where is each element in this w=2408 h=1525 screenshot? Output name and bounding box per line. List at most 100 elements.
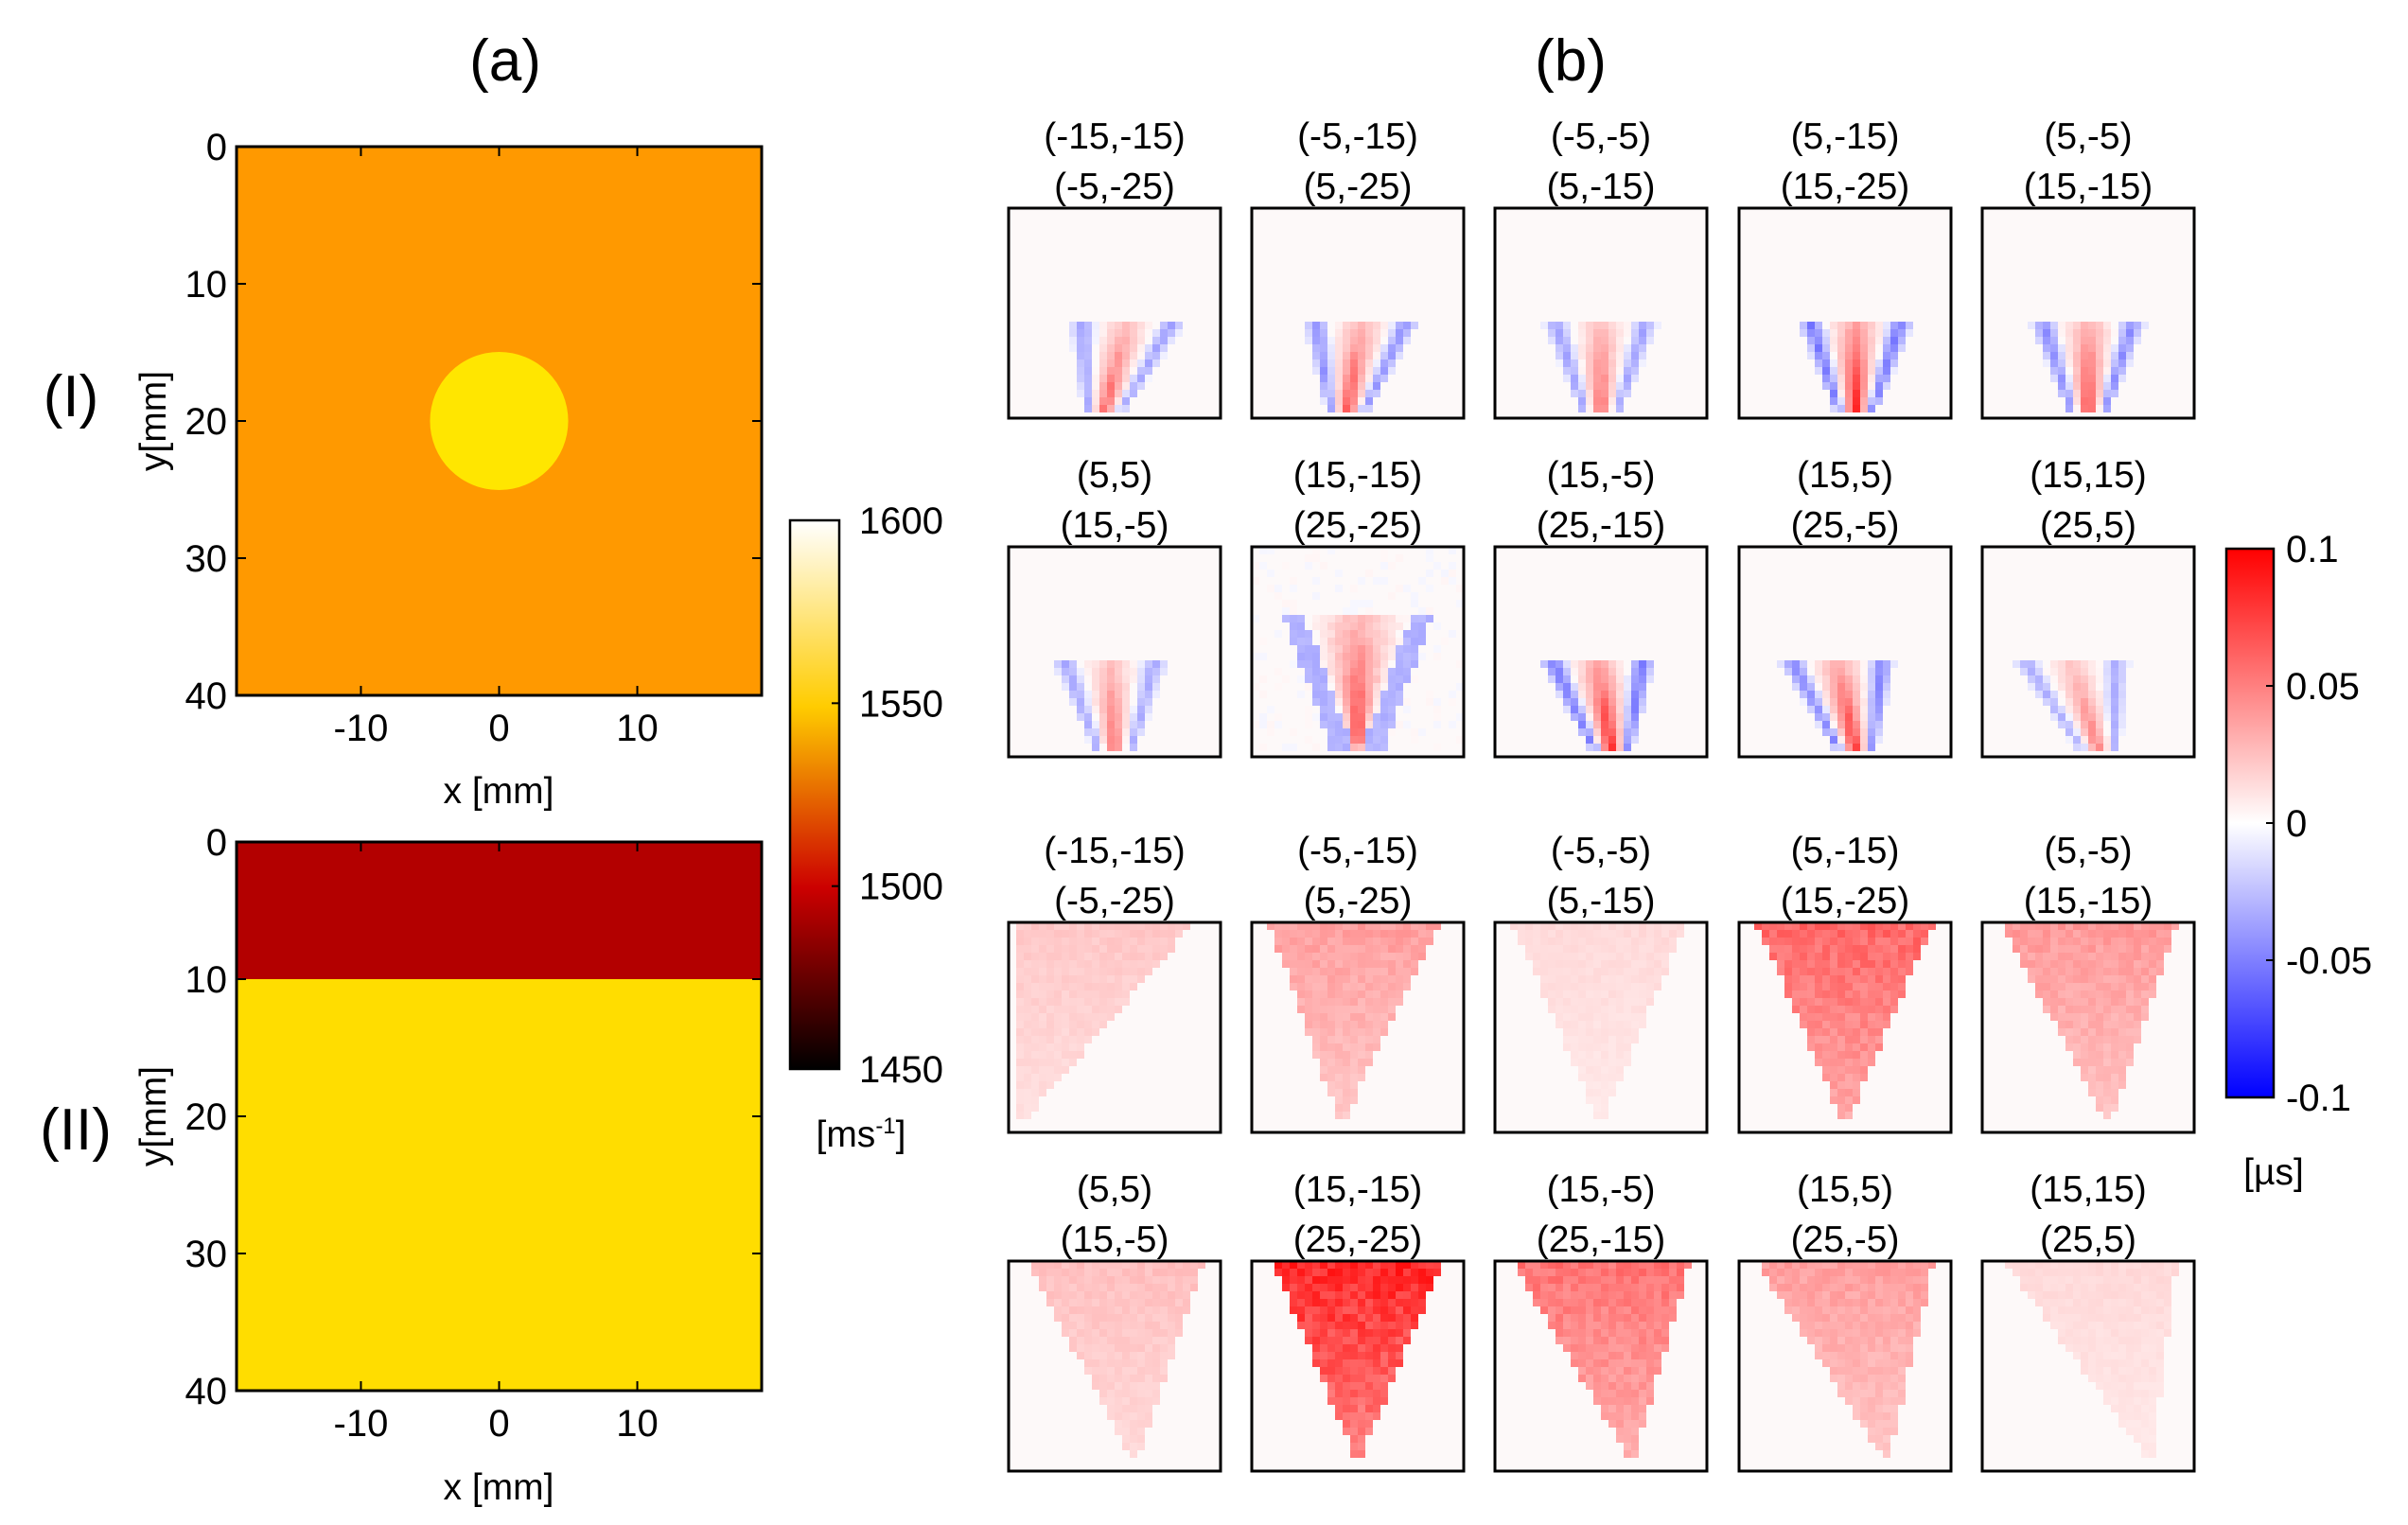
panel-cell <box>1107 1397 1115 1405</box>
panel-cell <box>2096 922 2103 930</box>
panel-cell <box>1646 938 1654 945</box>
panel-cell <box>1563 675 1571 683</box>
panel-cell <box>2164 1329 2171 1337</box>
panel-cell <box>1350 728 1358 736</box>
panel-cell <box>1350 1276 1358 1284</box>
panel-cell <box>1639 922 1646 930</box>
panel-cell <box>1335 668 1343 675</box>
panel-cell <box>1654 930 1661 938</box>
panel-cell <box>1418 728 1426 736</box>
panel-cell <box>1396 1322 1403 1329</box>
panel-cell <box>1122 736 1130 744</box>
panel-cell <box>1327 721 1335 728</box>
panel-cell <box>1312 1051 1320 1059</box>
panel-cell <box>1433 922 1441 930</box>
panel-cell <box>1578 675 1586 683</box>
panel-cell <box>1807 1322 1815 1329</box>
panel-cell <box>2134 1337 2141 1344</box>
panel-cell <box>1411 968 1418 975</box>
panel-cell <box>2156 1359 2164 1367</box>
panel-cell <box>1624 1051 1631 1059</box>
panel-cell <box>1365 698 1373 706</box>
panel-cell <box>1358 1390 1365 1397</box>
panel-frame <box>1493 545 1709 759</box>
panel-cell <box>1062 945 1069 953</box>
panel-cell <box>1320 352 1327 359</box>
panel-cell <box>1365 1352 1373 1359</box>
panel-cell <box>1578 1299 1586 1306</box>
panel-cell <box>1624 1352 1631 1359</box>
panel-cell <box>1578 721 1586 728</box>
panel-cell <box>1297 660 1305 668</box>
panel-cell <box>2141 1405 2149 1412</box>
panel-cell <box>1077 1306 1084 1314</box>
panel-cell <box>2171 1261 2179 1269</box>
panel-cell <box>1578 930 1586 938</box>
panel-cell <box>1084 968 1092 975</box>
panel-cell <box>1115 922 1122 930</box>
panel-cell <box>1837 405 1845 412</box>
panel-cell <box>1358 744 1365 751</box>
panel-cell <box>1054 968 1062 975</box>
panel-cell <box>1601 1059 1608 1066</box>
panel-cell <box>1320 1299 1327 1306</box>
time-difference-panel: (15,-5)(25,-15) <box>1493 455 1709 759</box>
panel-cell <box>2088 1059 2096 1066</box>
panel-cell <box>1365 1337 1373 1344</box>
panel-cell <box>2096 1081 2103 1089</box>
panel-cell <box>1860 1359 1868 1367</box>
panel-cell <box>1024 945 1031 953</box>
panel-cell <box>1411 938 1418 945</box>
panel-cell <box>1624 1013 1631 1021</box>
panel-cell <box>1092 668 1099 675</box>
panel-cell <box>2035 691 2043 698</box>
panel-cell <box>1616 1066 1624 1074</box>
panel-cell <box>2088 1306 2096 1314</box>
panel-cell <box>1875 683 1883 691</box>
panel-cell <box>1115 706 1122 713</box>
panel-cell <box>1807 691 1815 698</box>
panel-cell <box>1335 675 1343 683</box>
panel-cell <box>1586 1299 1593 1306</box>
panel-cell <box>1601 930 1608 938</box>
panel-cell <box>1433 622 1441 630</box>
row-label-II: (II) <box>40 1097 112 1163</box>
panel-cell <box>2050 1006 2058 1013</box>
panel-cell <box>1312 329 1320 337</box>
panel-cell <box>2088 706 2096 713</box>
panel-cell <box>1646 1344 1654 1352</box>
panel-cell <box>1853 1013 1860 1021</box>
panel-cell <box>2058 960 2065 968</box>
panel-cell <box>1837 1375 1845 1382</box>
panel-cell <box>1784 990 1792 998</box>
panel-cell <box>2073 322 2081 329</box>
panel-cell <box>1403 1269 1411 1276</box>
panel-cell <box>2111 344 2118 352</box>
panel-cell <box>1624 1405 1631 1412</box>
panel-cell <box>2088 975 2096 983</box>
panel-cell <box>1290 577 1297 585</box>
panel-cell <box>2126 938 2134 945</box>
panel-cell <box>1860 691 1868 698</box>
panel-cell <box>1069 1013 1077 1021</box>
panel-cell <box>1830 922 1837 930</box>
panel-cell <box>1571 938 1578 945</box>
panel-cell <box>1365 1322 1373 1329</box>
panel-cell <box>1054 1291 1062 1299</box>
colorbar-1-unit-sup: -1 <box>875 1113 895 1139</box>
panel-cell <box>1593 390 1601 397</box>
panel-cell <box>1571 945 1578 953</box>
panel-cell <box>2134 1420 2141 1428</box>
panel-cell <box>2111 367 2118 375</box>
panel-cell <box>1039 1284 1046 1291</box>
panel-cell <box>1039 1089 1046 1096</box>
panel-cell <box>2073 1059 2081 1066</box>
panel-cell <box>1586 983 1593 990</box>
panel-cell <box>1152 337 1160 344</box>
panel-cell <box>2149 1344 2156 1352</box>
panel-cell <box>2096 975 2103 983</box>
panel-cell <box>1616 975 1624 983</box>
panel-cell <box>1830 1299 1837 1306</box>
panel-cell <box>1373 938 1380 945</box>
panel-cell <box>1890 960 1898 968</box>
